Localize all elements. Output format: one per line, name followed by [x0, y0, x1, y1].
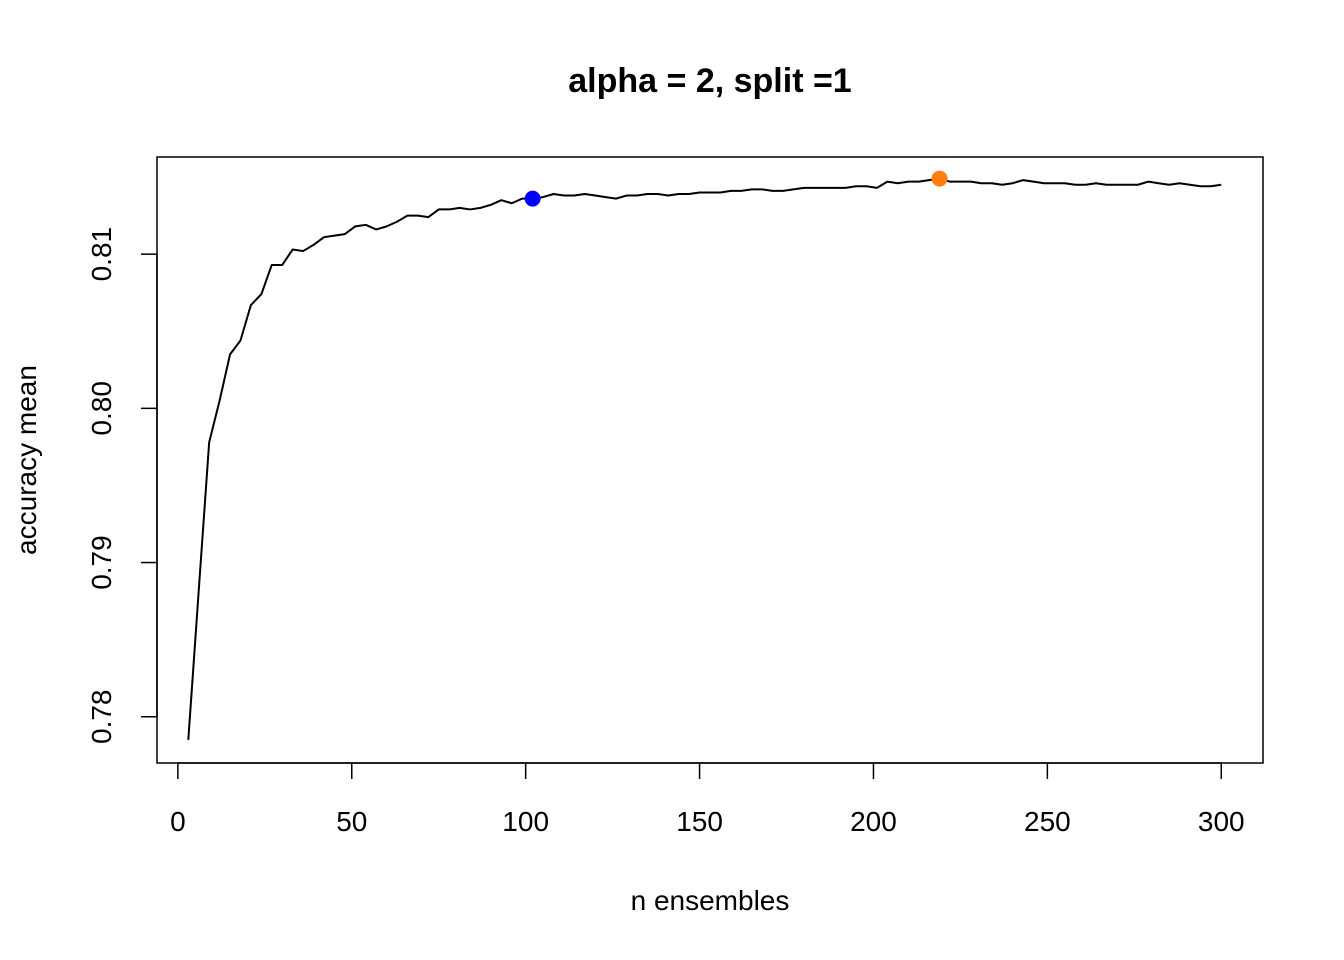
- x-tick-label: 50: [336, 806, 367, 837]
- y-tick-label: 0.81: [86, 227, 117, 281]
- chart-title: alpha = 2, split =1: [568, 62, 851, 100]
- y-axis-label: accuracy mean: [11, 365, 42, 555]
- x-tick-label: 150: [676, 806, 723, 837]
- highlight-point: [931, 170, 948, 187]
- x-tick-label: 100: [502, 806, 549, 837]
- x-axis: 0 50 100 150 200 250 300: [170, 762, 1245, 837]
- y-tick-label: 0.78: [86, 689, 117, 744]
- y-tick-label: 0.79: [86, 535, 117, 590]
- y-axis: 0.78 0.79 0.80 0.81: [86, 227, 158, 744]
- plot-frame: [156, 156, 1264, 764]
- x-axis-label: n ensembles: [631, 885, 790, 916]
- x-tick-label: 200: [850, 806, 897, 837]
- series-line: [187, 177, 1222, 740]
- highlight-point: [524, 190, 541, 207]
- y-tick-label: 0.80: [86, 381, 117, 436]
- x-tick-label: 300: [1198, 806, 1245, 837]
- x-tick-label: 0: [170, 806, 186, 837]
- x-tick-label: 250: [1024, 806, 1071, 837]
- series-layer: [187, 177, 1222, 740]
- highlight-points: [524, 170, 948, 207]
